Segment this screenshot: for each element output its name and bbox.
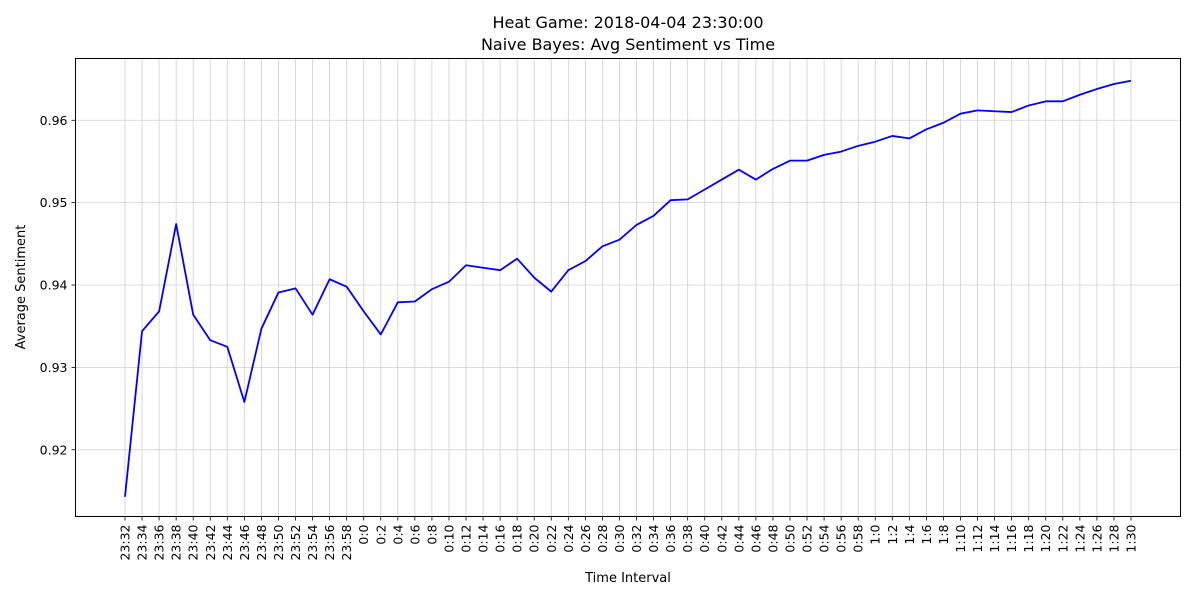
x-tick-label: 1:2 <box>885 525 900 545</box>
x-tick-label: 23:54 <box>305 524 320 560</box>
x-tick-label: 0:18 <box>510 524 525 552</box>
x-tick-label: 1:18 <box>1021 524 1036 552</box>
x-tick-label: 23:40 <box>186 524 201 560</box>
x-tick-label: 0:26 <box>578 524 593 552</box>
x-tick-label: 0:50 <box>782 524 797 552</box>
x-axis-label: Time Interval <box>584 571 671 586</box>
x-tick-label: 0:32 <box>629 525 644 553</box>
y-tick-label: 0.92 <box>40 442 68 457</box>
x-tick-label: 0:4 <box>390 524 405 544</box>
x-tick-label: 1:0 <box>868 524 883 544</box>
x-tick-label: 23:38 <box>169 524 184 560</box>
x-tick-label: 23:34 <box>135 524 150 560</box>
x-tick-label: 0:56 <box>834 524 849 552</box>
x-tick-label: 0:2 <box>373 525 388 545</box>
x-tick-label: 0:30 <box>612 524 627 552</box>
x-tick-label: 1:22 <box>1055 525 1070 553</box>
x-tick-label: 1:16 <box>1004 524 1019 552</box>
x-tick-label: 23:36 <box>152 524 167 560</box>
x-tick-label: 1:26 <box>1089 524 1104 552</box>
series-line-avg-sentiment <box>124 79 1132 497</box>
x-tick-label: 1:8 <box>936 524 951 544</box>
y-axis-label: Average Sentiment <box>14 225 29 350</box>
x-tick-label: 0:44 <box>731 524 746 552</box>
x-tick-label: 0:22 <box>544 525 559 553</box>
x-tick-label: 0:16 <box>493 524 508 552</box>
x-tick-label: 0:58 <box>851 524 866 552</box>
x-tick-label: 23:56 <box>322 524 337 560</box>
x-tick-label: 23:58 <box>339 524 354 560</box>
y-grid-lines <box>75 119 1181 451</box>
x-tick-label: 0:28 <box>595 524 610 552</box>
x-tick-label: 1:24 <box>1072 524 1087 552</box>
y-tick-label: 0.93 <box>40 360 68 375</box>
x-tick-label: 0:52 <box>800 525 815 553</box>
x-tick-label: 0:40 <box>697 524 712 552</box>
x-tick-label: 1:12 <box>970 525 985 553</box>
x-tick-label: 1:20 <box>1038 524 1053 552</box>
x-tick-label: 0:6 <box>407 524 422 544</box>
plot-frame <box>75 58 1181 517</box>
x-tick-label: 23:32 <box>118 525 133 561</box>
x-tick-label: 0:8 <box>424 524 439 544</box>
x-tick-label: 0:48 <box>765 524 780 552</box>
x-grid-lines <box>124 58 1132 517</box>
x-tick-label: 1:14 <box>987 524 1002 552</box>
x-tick-label: 23:48 <box>254 524 269 560</box>
x-tick-label: 23:52 <box>288 525 303 561</box>
x-tick-label: 0:54 <box>817 524 832 552</box>
x-tick-label: 0:12 <box>459 525 474 553</box>
y-axis-ticks: 0.92 0.93 0.94 0.95 0.96 <box>40 113 76 457</box>
y-tick-label: 0.95 <box>40 195 68 210</box>
x-tick-label: 0:36 <box>663 524 678 552</box>
x-tick-label: 0:0 <box>356 524 371 544</box>
x-tick-label: 1:28 <box>1106 524 1121 552</box>
x-tick-label: 1:30 <box>1124 524 1139 552</box>
x-tick-label: 1:4 <box>902 524 917 544</box>
y-tick-label: 0.94 <box>40 278 68 293</box>
chart-title: Heat Game: 2018-04-04 23:30:00 <box>492 13 763 32</box>
x-tick-label: 23:46 <box>237 524 252 560</box>
x-tick-label: 0:46 <box>748 524 763 552</box>
x-tick-label: 0:42 <box>714 525 729 553</box>
x-tick-label: 0:14 <box>476 524 491 552</box>
x-axis-ticks: 23:32 23:34 23:36 23:38 23:40 23:42 23:44 23:46… <box>118 516 1139 561</box>
x-tick-label: 23:42 <box>203 525 218 561</box>
x-tick-label: 0:10 <box>441 524 456 552</box>
x-tick-label: 1:6 <box>919 524 934 544</box>
x-tick-label: 1:10 <box>953 524 968 552</box>
x-tick-label: 0:34 <box>646 524 661 552</box>
x-tick-label: 23:44 <box>220 524 235 560</box>
x-tick-label: 0:20 <box>527 524 542 552</box>
x-tick-label: 23:50 <box>271 524 286 560</box>
chart-subtitle: Naive Bayes: Avg Sentiment vs Time <box>481 35 775 54</box>
x-tick-label: 0:24 <box>561 524 576 552</box>
x-tick-label: 0:38 <box>680 524 695 552</box>
y-tick-label: 0.96 <box>40 113 68 128</box>
